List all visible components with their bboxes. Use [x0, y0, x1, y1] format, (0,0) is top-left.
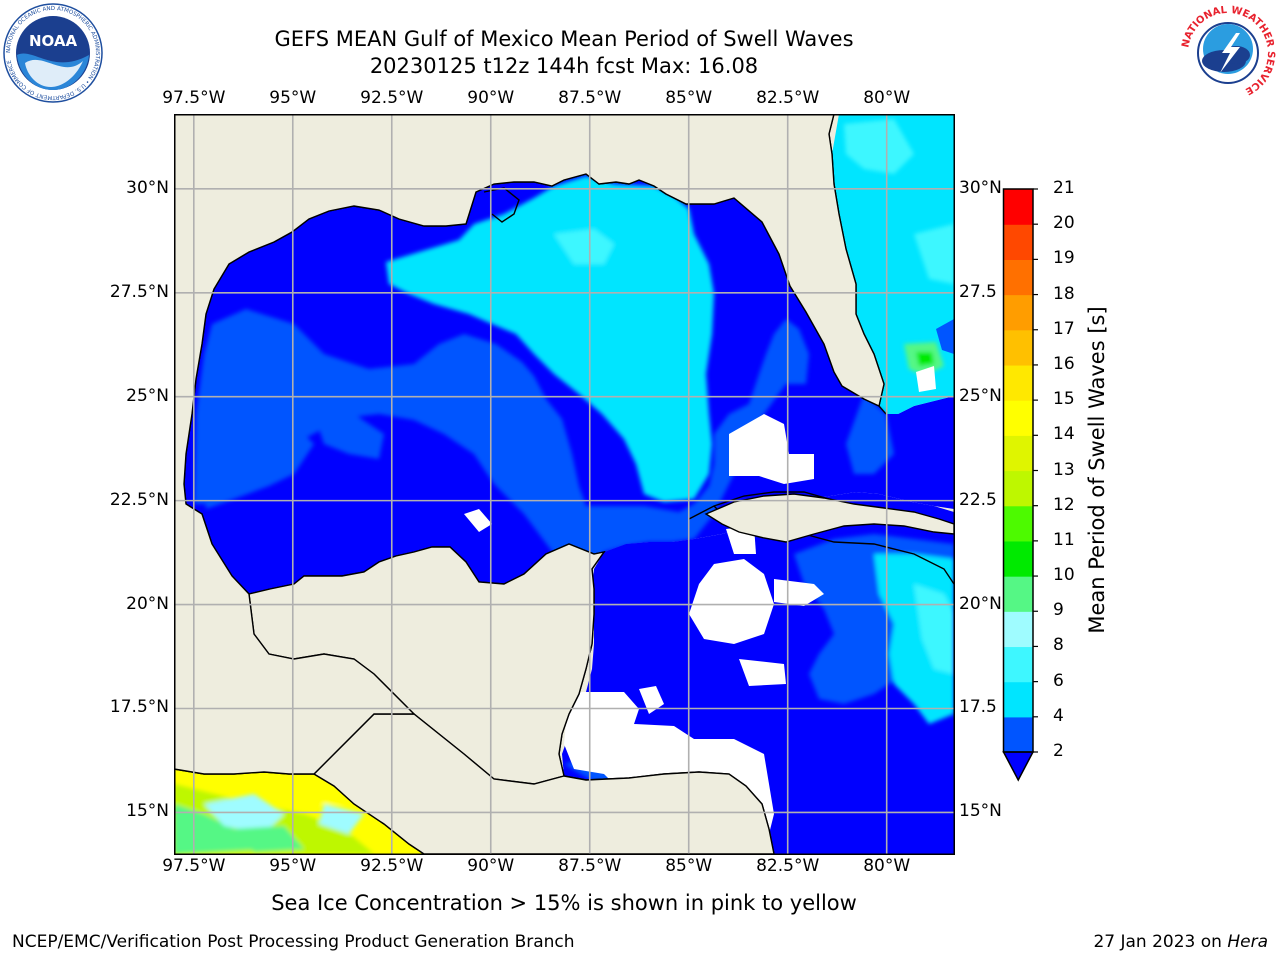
colorbar-tick-label: 15	[1053, 389, 1075, 410]
noaa-logo: NATIONAL OCEANIC AND ATMOSPHERIC ADMINIS…	[3, 3, 103, 103]
lon-label-top: 90°W	[467, 88, 515, 108]
lat-label-right: 15°N	[959, 801, 1002, 822]
lon-label-top: 85°W	[665, 88, 713, 108]
colorbar-band	[1003, 681, 1033, 718]
colorbar-band	[1003, 329, 1033, 366]
lat-label-left: 22.5°N	[109, 489, 169, 510]
lat-label-right: 20°N	[959, 593, 1002, 614]
lon-label-bottom: 85°W	[665, 856, 713, 876]
colorbar-band	[1003, 505, 1033, 542]
colorbar-band	[1003, 540, 1033, 577]
date-credit: 27 Jan 2023 on Hera	[1093, 932, 1268, 952]
lat-label-left: 15°N	[126, 801, 169, 822]
machine-name: Hera	[1227, 932, 1268, 952]
lon-label-bottom: 87.5°W	[558, 856, 622, 876]
lon-label-top: 80°W	[863, 88, 911, 108]
chart-subtitle: 20230125 t12z 144h fcst Max: 16.08	[369, 54, 759, 78]
lon-label-bottom: 80°W	[863, 856, 911, 876]
lat-label-left: 30°N	[126, 177, 169, 198]
colorbar-tick-label: 10	[1053, 565, 1075, 586]
chart-title: GEFS MEAN Gulf of Mexico Mean Period of …	[274, 27, 854, 51]
colorbar-band	[1003, 470, 1033, 507]
producer-credit: NCEP/EMC/Verification Post Processing Pr…	[12, 932, 575, 952]
colorbar-tick-label: 6	[1053, 670, 1064, 691]
nws-logo: NATIONAL WEATHER SERVICE	[1179, 4, 1277, 102]
sea-ice-note: Sea Ice Concentration > 15% is shown in …	[271, 891, 857, 915]
colorbar-tick-label: 13	[1053, 459, 1075, 480]
colorbar-band	[1003, 611, 1033, 648]
colorbar-tick-label: 8	[1053, 635, 1064, 656]
colorbar-tick-label: 12	[1053, 494, 1075, 515]
colorbar-band	[1003, 294, 1033, 331]
lon-label-bottom: 92.5°W	[360, 856, 424, 876]
colorbar-tick-label: 11	[1053, 529, 1075, 550]
lon-label-bottom: 90°W	[467, 856, 515, 876]
colorbar-band	[1003, 435, 1033, 472]
colorbar-band	[1003, 716, 1033, 753]
lat-label-right: 22.5	[959, 489, 997, 510]
colorbar-tick-label: 2	[1053, 741, 1064, 761]
colorbar-tick-label: 20	[1053, 213, 1075, 234]
colorbar-tick-label: 18	[1053, 283, 1075, 304]
colorbar-tick-label: 19	[1053, 248, 1075, 269]
colorbar-tick-label: 21	[1053, 178, 1075, 198]
lat-label-left: 20°N	[126, 593, 169, 614]
colorbar-label: Mean Period of Swell Waves [s]	[1085, 306, 1109, 634]
lon-label-top: 87.5°W	[558, 88, 622, 108]
gulf-water	[184, 174, 954, 664]
colorbar-tick-label: 16	[1053, 353, 1075, 374]
lon-label-top: 97.5°W	[162, 88, 226, 108]
lat-label-right: 30°N	[959, 177, 1002, 198]
lat-label-right: 25°N	[959, 385, 1002, 406]
lon-label-top: 82.5°W	[756, 88, 820, 108]
lat-label-left: 17.5°N	[109, 697, 169, 718]
lon-label-bottom: 95°W	[269, 856, 317, 876]
colorbar-band	[1003, 576, 1033, 612]
lat-label-left: 25°N	[126, 385, 169, 406]
lon-label-top: 95°W	[269, 88, 317, 108]
colorbar-tick-label: 14	[1053, 424, 1075, 445]
map-frame	[174, 114, 955, 855]
colorbar-band	[1003, 646, 1033, 683]
lon-label-bottom: 82.5°W	[756, 856, 820, 876]
colorbar-tick-label: 17	[1053, 318, 1075, 339]
gridlines	[174, 114, 954, 854]
colorbar-tick-label: 9	[1053, 600, 1064, 621]
colorbar-band	[1003, 400, 1033, 436]
colorbar-band	[1003, 259, 1033, 296]
lat-label-left: 27.5°N	[109, 281, 169, 302]
lon-label-bottom: 97.5°W	[162, 856, 226, 876]
lat-label-right: 17.5	[959, 697, 997, 718]
gulf-map	[174, 114, 955, 855]
run-date: 27 Jan 2023 on	[1093, 932, 1228, 952]
colorbar-tick-label: 4	[1053, 705, 1064, 726]
noaa-logo-text: NOAA	[29, 32, 78, 50]
lat-label-right: 27.5	[959, 281, 997, 302]
colorbar-band	[1003, 189, 1033, 225]
colorbar	[1002, 188, 1038, 782]
colorbar-band	[1003, 364, 1033, 401]
colorbar-band	[1003, 224, 1033, 260]
lon-label-top: 92.5°W	[360, 88, 424, 108]
